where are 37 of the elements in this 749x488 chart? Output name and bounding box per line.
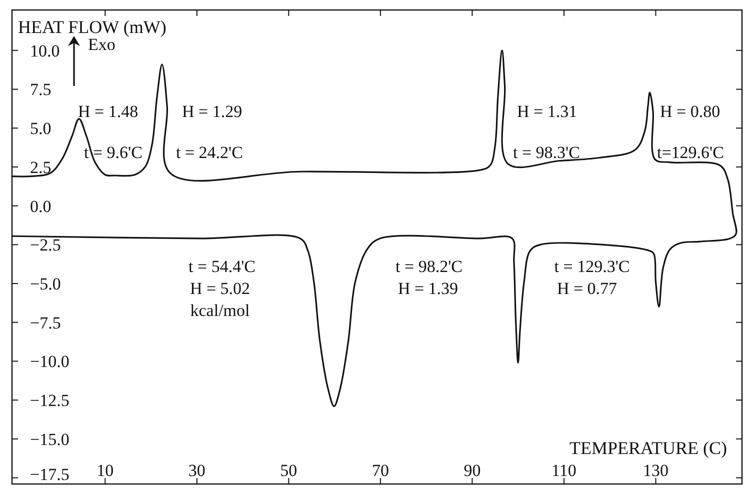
y-tick-label: −5.0 <box>30 274 61 294</box>
annotation: t = 24.2'C <box>176 143 243 162</box>
y-tick-label: −12.5 <box>30 391 70 410</box>
x-tick-label: 130 <box>642 461 668 480</box>
x-tick-label: 70 <box>372 461 389 480</box>
y-tick-label: −10.0 <box>30 352 70 372</box>
annotation: t = 54.4'C <box>188 257 256 276</box>
y-tick-label: −15.0 <box>30 430 70 449</box>
annotation: H = 5.02 <box>190 279 250 298</box>
y-tick-label: −7.5 <box>30 313 61 332</box>
y-tick-label: 7.5 <box>30 80 52 100</box>
annotation: t = 129.3'C <box>554 257 630 276</box>
annotation: Exo <box>88 35 116 54</box>
annotation: kcal/mol <box>190 301 250 320</box>
chart-title: HEAT FLOW (mW) <box>18 17 166 37</box>
x-tick-label: 50 <box>280 461 298 480</box>
annotation: H = 1.29 <box>182 102 242 121</box>
y-tick-label: 5.0 <box>30 119 52 138</box>
annotation: H = 1.31 <box>517 102 578 121</box>
annotation: t=129.6'C <box>657 143 724 162</box>
y-tick-label: −2.5 <box>30 236 61 255</box>
y-tick-label: 0.0 <box>30 196 52 216</box>
annotation: H = 1.48 <box>78 102 138 121</box>
annotation: t = 9.6'C <box>84 143 142 162</box>
x-axis-title: TEMPERATURE (C) <box>570 438 728 458</box>
y-tick-label: −17.5 <box>30 464 70 484</box>
y-tick-label: 2.5 <box>30 158 52 177</box>
x-tick-label: 90 <box>464 461 481 480</box>
x-tick-label: 110 <box>552 461 576 480</box>
annotation: t = 98.3'C <box>513 143 580 162</box>
annotation: H = 1.39 <box>398 279 458 298</box>
annotation: H = 0.77 <box>556 279 618 298</box>
annotation: t = 98.2'C <box>396 257 462 276</box>
y-tick-label: 10.0 <box>30 41 60 60</box>
x-tick-label: 30 <box>188 461 206 480</box>
x-tick-label: 10 <box>96 461 114 480</box>
annotation: H = 0.80 <box>660 102 720 121</box>
